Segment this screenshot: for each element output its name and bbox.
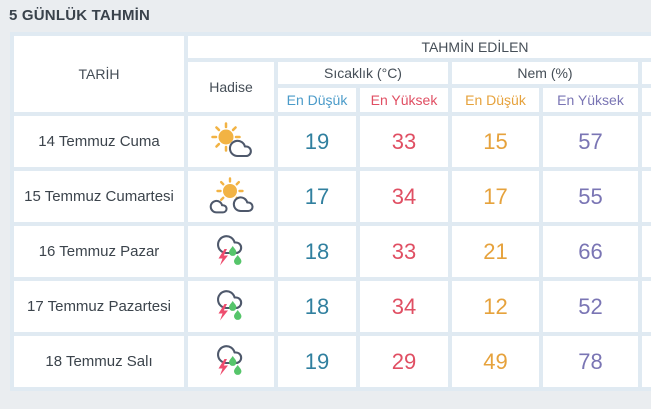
temp-min-value: 19 — [278, 336, 356, 387]
humidity-max-value: 78 — [543, 336, 638, 387]
weather-icon-cell — [188, 226, 274, 277]
forecast-row: 17 Temmuz Pazartesi 18 34 12 52 — [14, 281, 651, 332]
date-cell: 14 Temmuz Cuma — [14, 116, 184, 167]
weather-icon-cell — [188, 116, 274, 167]
weather-icon-cell — [188, 281, 274, 332]
temperature-group-header: Sıcaklık (°C) — [278, 62, 448, 84]
humidity-min-value: 17 — [452, 171, 539, 222]
date-column-header: TARİH — [14, 36, 184, 112]
clipped-cell — [642, 171, 651, 222]
humidity-group-header: Nem (%) — [452, 62, 638, 84]
temp-max-value: 33 — [360, 226, 448, 277]
date-cell: 18 Temmuz Salı — [14, 336, 184, 387]
temp-min-header: En Düşük — [278, 88, 356, 112]
humidity-min-header: En Düşük — [452, 88, 539, 112]
date-cell: 15 Temmuz Cumartesi — [14, 171, 184, 222]
subheader-row: En Düşük En Yüksek En Düşük En Yüksek — [14, 88, 651, 112]
thunderstorm-icon — [207, 342, 255, 382]
temp-min-value: 19 — [278, 116, 356, 167]
thunderstorm-icon — [207, 287, 255, 327]
forecast-table-container: TARİH TAHMİN EDİLEN Hadise Sıcaklık (°C)… — [10, 32, 651, 391]
temp-min-value: 18 — [278, 226, 356, 277]
humidity-max-value: 55 — [543, 171, 638, 222]
humidity-min-value: 49 — [452, 336, 539, 387]
forecast-row: 15 Temmuz Cumartesi 17 34 17 55 — [14, 171, 651, 222]
forecast-table: TARİH TAHMİN EDİLEN Hadise Sıcaklık (°C)… — [10, 32, 651, 391]
weather-icon-cell — [188, 336, 274, 387]
clipped-cell — [642, 336, 651, 387]
clipped-cell — [642, 281, 651, 332]
humidity-max-header: En Yüksek — [543, 88, 638, 112]
clipped-cell — [642, 116, 651, 167]
humidity-max-value: 52 — [543, 281, 638, 332]
temp-max-value: 34 — [360, 281, 448, 332]
humidity-max-value: 66 — [543, 226, 638, 277]
partly-cloudy-icon — [207, 122, 255, 162]
temp-min-value: 17 — [278, 171, 356, 222]
date-cell: 17 Temmuz Pazartesi — [14, 281, 184, 332]
forecast-row: 18 Temmuz Salı 19 29 49 78 — [14, 336, 651, 387]
group-header-row: Hadise Sıcaklık (°C) Nem (%) — [14, 62, 651, 112]
weather-icon-cell — [188, 171, 274, 222]
humidity-min-value: 12 — [452, 281, 539, 332]
temp-max-value: 34 — [360, 171, 448, 222]
page-title: 5 GÜNLÜK TAHMİN — [9, 7, 151, 24]
date-cell: 16 Temmuz Pazar — [14, 226, 184, 277]
clipped-cell — [642, 226, 651, 277]
mostly-cloudy-icon — [207, 177, 255, 217]
temp-max-header: En Yüksek — [360, 88, 448, 112]
humidity-max-value: 57 — [543, 116, 638, 167]
forecast-row: 14 Temmuz Cuma 19 33 15 57 — [14, 116, 651, 167]
humidity-min-value: 21 — [452, 226, 539, 277]
predicted-header-row: TARİH TAHMİN EDİLEN — [14, 36, 651, 112]
clipped-column-header — [642, 88, 651, 112]
humidity-min-value: 15 — [452, 116, 539, 167]
forecast-row: 16 Temmuz Pazar 18 33 21 66 — [14, 226, 651, 277]
temp-min-value: 18 — [278, 281, 356, 332]
clipped-column-header — [642, 62, 651, 84]
temp-max-value: 29 — [360, 336, 448, 387]
thunderstorm-icon — [207, 232, 255, 272]
event-column-header: Hadise — [188, 62, 274, 112]
predicted-header: TAHMİN EDİLEN — [188, 36, 651, 58]
temp-max-value: 33 — [360, 116, 448, 167]
